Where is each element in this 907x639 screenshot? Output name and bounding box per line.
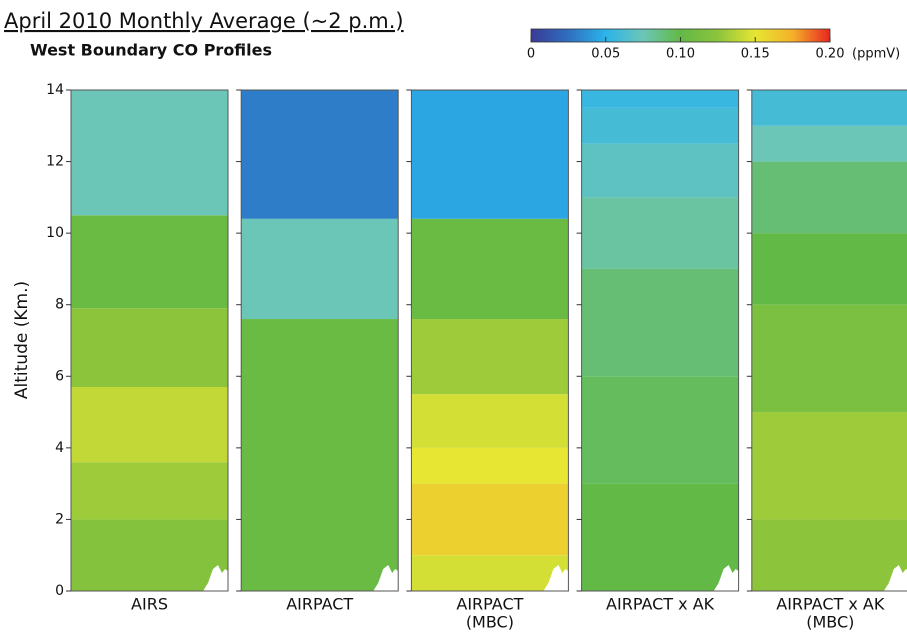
y-tick-label: 8 (55, 297, 64, 313)
heatmap-cell (241, 319, 399, 591)
terrain (713, 565, 739, 591)
heatmap-cell (241, 90, 399, 219)
terrain (883, 565, 907, 591)
heatmap-cell (411, 394, 569, 448)
panel-label: (MBC) (806, 613, 854, 632)
heatmap-cell (581, 90, 739, 108)
heatmap-cell (581, 197, 739, 269)
heatmap-cell (411, 447, 569, 484)
panel-frame (70, 89, 229, 592)
heatmap-cell (751, 90, 907, 126)
chart-subtitle: West Boundary CO Profiles (30, 41, 272, 60)
heatmap-cell (411, 483, 569, 556)
panel-frame (751, 89, 907, 592)
heatmap-cell (71, 90, 228, 216)
panel-label: AIRPACT (456, 595, 523, 614)
chart-title: April 2010 Monthly Average (~2 p.m.) (4, 9, 404, 33)
heatmap-cell (581, 483, 739, 591)
heatmap-cell (411, 555, 569, 591)
panel-frame (410, 89, 569, 592)
panel-frame (240, 89, 399, 592)
panel-frame (581, 89, 740, 592)
y-axis-label: Altitude (Km.) (12, 281, 32, 399)
heatmap-cell (71, 462, 228, 520)
colorbar-unit: (ppmV) (852, 47, 900, 62)
heatmap-cell (581, 107, 739, 144)
heatmap-cell (411, 319, 569, 395)
panel-label: AIRS (131, 595, 168, 614)
y-tick-label: 12 (46, 154, 64, 170)
heatmap-cell (751, 233, 907, 305)
colorbar-tick-label: 0.20 (816, 47, 845, 62)
heatmap-cell (581, 376, 739, 484)
panel-label: AIRPACT (286, 595, 353, 614)
y-tick-label: 2 (55, 511, 64, 527)
colorbar-tick-label: 0.05 (591, 47, 620, 62)
panel-label: AIRPACT x AK (606, 595, 715, 614)
y-tick-label: 10 (46, 225, 64, 241)
colorbar-tick-label: 0 (527, 47, 535, 62)
heatmap-cell (71, 387, 228, 463)
colorbar-tick-label: 0.10 (666, 47, 695, 62)
panel-label: (MBC) (466, 613, 514, 632)
heatmap-cell (581, 268, 739, 377)
panel-label: AIRPACT x AK (776, 595, 885, 614)
heatmap-cell (411, 218, 569, 320)
heatmap-cell (581, 143, 739, 198)
heatmap-cell (241, 218, 399, 320)
y-tick-label: 6 (55, 368, 64, 384)
heatmap-cell (71, 215, 228, 309)
y-tick-label: 4 (55, 440, 64, 456)
heatmap-cell (411, 90, 569, 219)
heatmap-cell (751, 412, 907, 520)
terrain (373, 565, 399, 591)
heatmap-cell (751, 304, 907, 413)
heatmap-cell (751, 519, 907, 591)
y-tick-label: 0 (55, 583, 64, 599)
terrain (543, 565, 569, 591)
heatmap-cell (71, 519, 228, 591)
heatmap-cell (751, 125, 907, 162)
heatmap-cell (71, 308, 228, 388)
y-tick-label: 14 (46, 82, 64, 98)
heatmap-cell (751, 161, 907, 234)
colorbar-tick-label: 0.15 (741, 47, 770, 62)
terrain (203, 565, 228, 591)
